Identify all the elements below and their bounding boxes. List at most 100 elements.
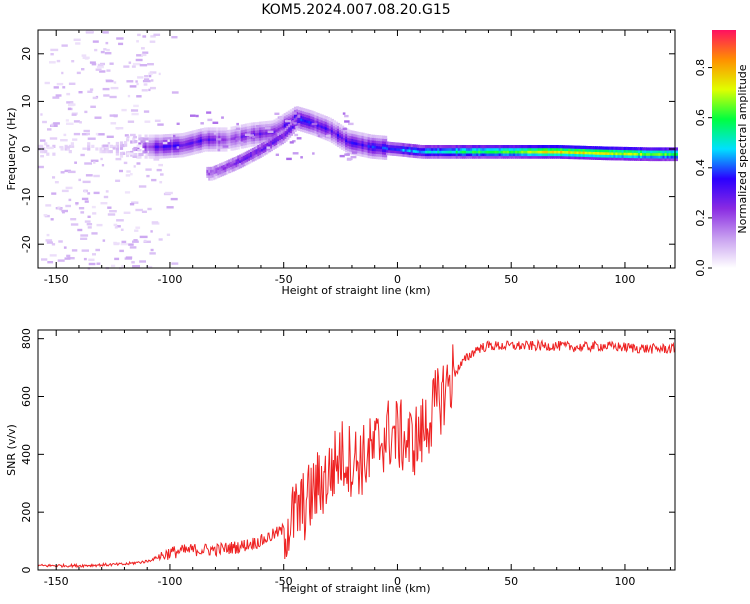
heatmap-cell: [386, 146, 390, 151]
heatmap-cell: [345, 146, 349, 150]
heatmap-cell: [228, 162, 232, 166]
heatmap-cell: [133, 104, 139, 108]
heatmap-cell: [169, 149, 173, 153]
heatmap-cell: [268, 138, 272, 142]
heatmap-cell: [396, 142, 400, 146]
heatmap-cell: [363, 141, 367, 145]
heatmap-cell: [306, 109, 310, 113]
heatmap-cell: [210, 169, 213, 173]
heatmap-cell: [87, 226, 92, 229]
heatmap-cell: [617, 157, 621, 161]
heatmap-cell: [341, 141, 345, 145]
heatmap-cell: [382, 148, 386, 152]
heatmap-cell: [52, 96, 60, 99]
heatmap-cell: [648, 147, 652, 151]
heatmap-cell: [348, 122, 354, 126]
heatmap-cell: [134, 147, 138, 151]
heatmap-cell: [619, 152, 623, 156]
heatmap-cell: [284, 127, 288, 132]
heatmap-cell: [375, 153, 379, 157]
heatmap-cell: [302, 110, 306, 114]
heatmap-cell: [152, 142, 156, 146]
heatmap-cell: [513, 152, 517, 157]
heatmap-cell: [320, 132, 324, 136]
heatmap-cell: [339, 129, 343, 133]
heatmap-cell: [404, 151, 408, 155]
heatmap-cell: [261, 131, 265, 136]
heatmap-cell: [281, 114, 285, 118]
heatmap-cell: [580, 145, 584, 149]
heatmap-cell: [152, 134, 156, 138]
heatmap-cell: [259, 137, 263, 141]
heatmap-cell: [345, 149, 349, 153]
heatmap-cell: [158, 163, 163, 167]
heatmap-cell: [132, 148, 136, 152]
heatmap-cell: [275, 136, 279, 140]
heatmap-cell: [525, 152, 529, 157]
heatmap-cell: [607, 149, 611, 153]
heatmap-cell: [275, 123, 279, 127]
heatmap-cell: [201, 143, 205, 147]
heatmap-cell: [250, 127, 255, 131]
heatmap-cell: [498, 152, 502, 157]
heatmap-cell: [537, 152, 541, 157]
heatmap-cell: [349, 151, 353, 155]
heatmap-cell: [123, 211, 131, 214]
heatmap-cell: [197, 147, 201, 151]
heatmap-cell: [199, 149, 203, 153]
heatmap-cell: [231, 160, 235, 164]
heatmap-cell: [377, 143, 382, 147]
heatmap-cell: [476, 145, 480, 149]
heatmap-cell: [290, 127, 294, 131]
heatmap-cell: [270, 140, 273, 144]
heatmap-cell: [463, 152, 468, 157]
heatmap-cell: [568, 148, 572, 152]
heatmap-cell: [218, 140, 222, 144]
heatmap-cell: [255, 135, 259, 139]
heatmap-cell: [275, 131, 279, 135]
heatmap-cell: [443, 155, 447, 159]
heatmap-cell: [504, 155, 508, 159]
heatmap-cell: [531, 147, 535, 151]
heatmap-cell: [447, 155, 451, 159]
heatmap-cell: [650, 152, 654, 156]
heatmap-cell: [239, 142, 244, 145]
heatmap-cell: [314, 119, 318, 124]
heatmap-cell: [222, 127, 226, 131]
heatmap-cell: [285, 119, 291, 123]
heatmap-cell: [615, 157, 619, 161]
heatmap-cell: [519, 147, 523, 151]
heatmap-cell: [261, 121, 265, 125]
heatmap-cell: [206, 172, 210, 176]
heatmap-cell: [433, 155, 437, 159]
heatmap-cell: [347, 129, 351, 133]
heatmap-cell: [264, 140, 268, 144]
heatmap-cell: [288, 124, 292, 128]
heatmap-cell: [664, 147, 668, 151]
heatmap-cell: [160, 173, 164, 176]
heatmap-cell: [47, 128, 52, 131]
heatmap-cell: [433, 152, 437, 157]
heatmap-cell: [312, 113, 316, 118]
heatmap-cell: [187, 142, 191, 146]
heatmap-cell: [286, 133, 290, 137]
heatmap-cell: [439, 145, 443, 149]
heatmap-cell: [238, 138, 242, 142]
heatmap-cell: [314, 133, 318, 137]
heatmap-cell: [658, 155, 662, 159]
heatmap-cell: [206, 174, 210, 178]
heatmap-cell: [224, 137, 228, 142]
heatmap-cell: [361, 140, 365, 144]
heatmap-cell: [282, 137, 286, 141]
heatmap-cell: [154, 152, 158, 157]
heatmap-cell: [599, 149, 603, 153]
heatmap-cell: [425, 145, 429, 149]
heatmap-cell: [95, 248, 100, 252]
heatmap-cell: [599, 151, 603, 155]
heatmap-cell: [220, 165, 224, 169]
heatmap-cell: [100, 202, 108, 205]
heatmap-cell: [262, 152, 266, 156]
heatmap-cell: [146, 145, 150, 149]
heatmap-cell: [562, 147, 566, 151]
